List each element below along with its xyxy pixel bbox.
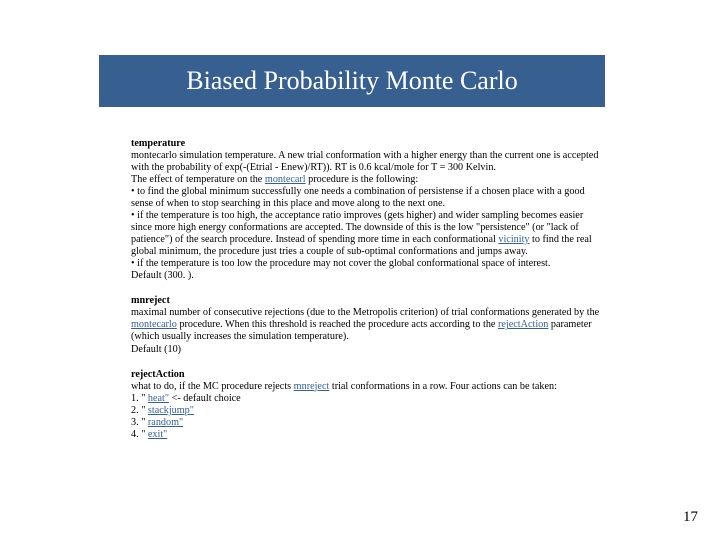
section-rejectaction: rejectAction what to do, if the MC proce… [131, 369, 629, 441]
link-montecarlo[interactable]: montecarlo [131, 319, 177, 330]
text-line: with the probability of exp(-(Etrial - E… [131, 162, 629, 174]
link-random[interactable]: random" [148, 417, 183, 428]
text-span: patience") of the search procedure. Inst… [131, 234, 498, 245]
slide-title-bar: Biased Probability Monte Carlo [99, 55, 605, 107]
text-line: montecarlo procedure. When this threshol… [131, 319, 629, 331]
section-mnreject: mnreject maximal number of consecutive r… [131, 295, 629, 355]
text-span: trial conformations in a row. Four actio… [329, 381, 557, 392]
heading-temperature: temperature [131, 138, 629, 150]
text-span: parameter [548, 319, 591, 330]
text-span: 3. " [131, 417, 148, 428]
bullet-line: sense of when to stop searching in this … [131, 198, 629, 210]
text-line: maximal number of consecutive rejections… [131, 307, 629, 319]
text-span: what to do, if the MC procedure rejects [131, 381, 294, 392]
page-number: 17 [683, 509, 698, 526]
text-span: <- default choice [169, 393, 241, 404]
link-mnreject[interactable]: mnreject [294, 381, 330, 392]
bullet-line: global minimum, the procedure just tries… [131, 246, 629, 258]
section-temperature: temperature montecarlo simulation temper… [131, 138, 629, 282]
heading-mnreject: mnreject [131, 295, 629, 307]
link-heat[interactable]: heat" [148, 393, 169, 404]
heading-rejectaction: rejectAction [131, 369, 629, 381]
text-span: to find the real [530, 234, 592, 245]
link-rejectaction[interactable]: rejectAction [498, 319, 548, 330]
text-line: montecarlo simulation temperature. A new… [131, 150, 629, 162]
list-item: 4. " exit" [131, 429, 629, 441]
bullet-line: • if the temperature is too high, the ac… [131, 210, 629, 222]
default-line: Default (300. ). [131, 270, 629, 282]
text-line: The effect of temperature on the monteca… [131, 174, 629, 186]
bullet-line: • if the temperature is too low the proc… [131, 258, 629, 270]
link-montecarl[interactable]: montecarl [265, 174, 306, 185]
list-item: 3. " random" [131, 417, 629, 429]
list-item: 1. " heat" <- default choice [131, 393, 629, 405]
text-span: 1. " [131, 393, 148, 404]
text-span: procedure. When this threshold is reache… [177, 319, 498, 330]
text-span: procedure is the following: [306, 174, 419, 185]
link-exit[interactable]: exit" [148, 429, 167, 440]
slide-title-text: Biased Probability Monte Carlo [186, 66, 517, 96]
default-line: Default (10) [131, 344, 629, 356]
link-vicinity[interactable]: vicinity [498, 234, 529, 245]
text-span: 2. " [131, 405, 148, 416]
slide-body: temperature montecarlo simulation temper… [131, 138, 629, 454]
text-span: maximal number of consecutive rejections… [131, 307, 599, 318]
list-item: 2. " stackjump" [131, 405, 629, 417]
text-line: (which usually increases the simulation … [131, 331, 629, 343]
bullet-line: patience") of the search procedure. Inst… [131, 234, 629, 246]
text-line: what to do, if the MC procedure rejects … [131, 381, 629, 393]
link-stackjump[interactable]: stackjump" [148, 405, 194, 416]
text-span: The effect of temperature on the [131, 174, 265, 185]
bullet-line: since more high energy conformations are… [131, 222, 629, 234]
bullet-line: • to find the global minimum successfull… [131, 186, 629, 198]
text-span: 4. " [131, 429, 148, 440]
